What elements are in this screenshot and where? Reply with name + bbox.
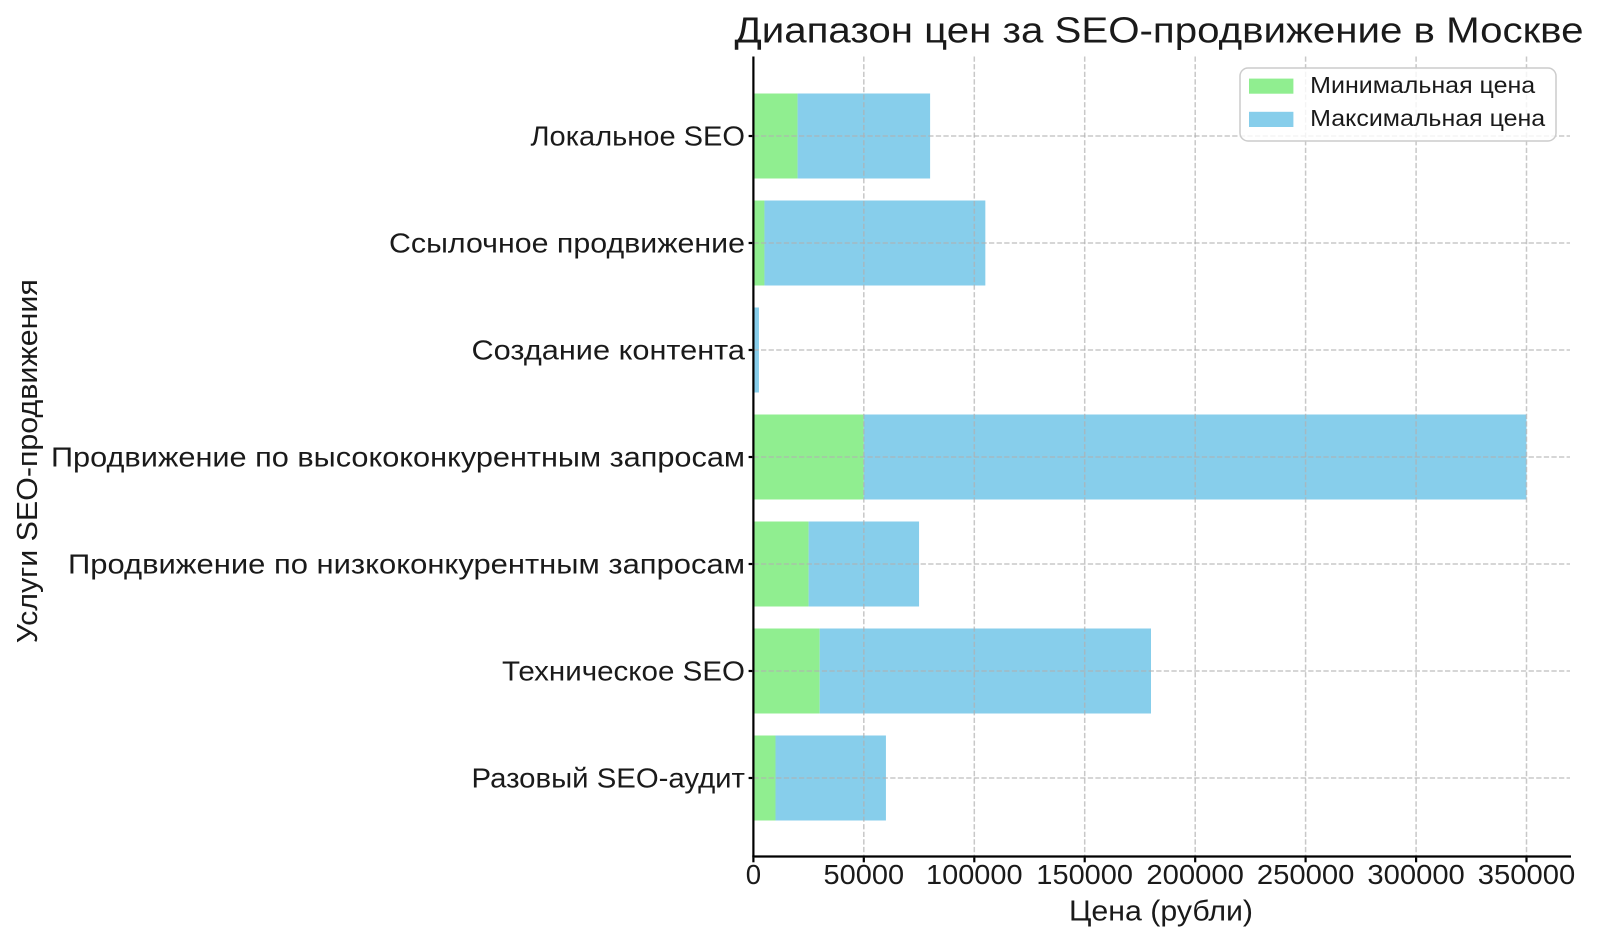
svg-text:Максимальная цена: Максимальная цена	[1310, 105, 1545, 131]
svg-text:200000: 200000	[1146, 859, 1244, 890]
svg-text:Цена (рубли): Цена (рубли)	[1069, 896, 1253, 928]
svg-text:Локальное SEO: Локальное SEO	[531, 121, 746, 152]
svg-text:Услуги SEO-продвижения: Услуги SEO-продвижения	[12, 279, 44, 643]
svg-text:350000: 350000	[1478, 859, 1575, 890]
svg-text:Продвижение по высококонкурент: Продвижение по высококонкурентным запрос…	[51, 442, 745, 473]
svg-text:150000: 150000	[1036, 859, 1133, 890]
svg-text:100000: 100000	[926, 859, 1023, 890]
svg-text:Ссылочное продвижение: Ссылочное продвижение	[389, 228, 745, 259]
svg-text:50000: 50000	[824, 859, 905, 890]
svg-text:Техническое SEO: Техническое SEO	[502, 656, 745, 687]
svg-text:Продвижение по низкоконкурентн: Продвижение по низкоконкурентным запроса…	[68, 549, 745, 580]
svg-text:300000: 300000	[1367, 859, 1464, 890]
svg-text:250000: 250000	[1257, 859, 1355, 890]
svg-text:Диапазон цен за SEO-продвижени: Диапазон цен за SEO-продвижение в Москве	[735, 11, 1584, 51]
svg-text:0: 0	[746, 859, 761, 890]
svg-text:Создание контента: Создание контента	[472, 335, 746, 366]
svg-text:Разовый SEO-аудит: Разовый SEO-аудит	[472, 763, 746, 794]
svg-text:Минимальная цена: Минимальная цена	[1310, 72, 1535, 98]
